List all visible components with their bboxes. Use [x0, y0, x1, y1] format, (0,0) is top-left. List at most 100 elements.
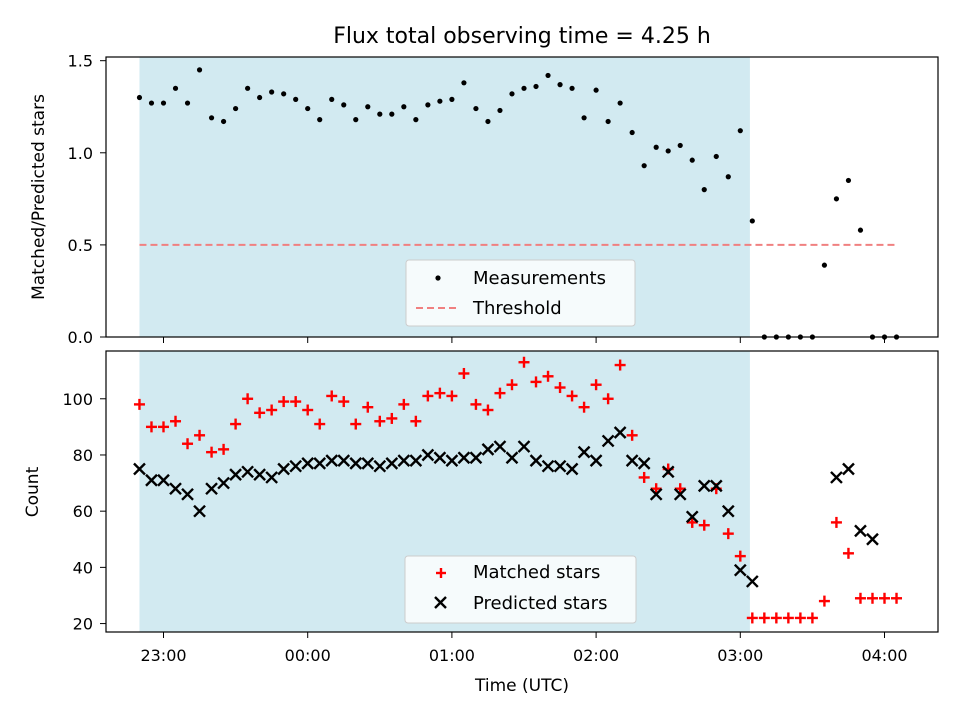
measurement-point [521, 85, 527, 91]
x-tick-label: 00:00 [285, 646, 331, 665]
predicted-star-point [217, 476, 230, 490]
predicted-star-point [397, 454, 411, 467]
predicted-star-point [842, 462, 855, 476]
measurement-point [293, 96, 299, 102]
predicted-star-point [433, 451, 447, 465]
measurement-point [317, 117, 323, 123]
predicted-star-point [589, 454, 603, 467]
top-y-axis-label: Matched/Predicted stars [29, 94, 49, 300]
matched-star-point [398, 398, 410, 410]
measurement-point [629, 129, 635, 136]
measurement-point [245, 85, 251, 91]
predicted-star-point [277, 462, 291, 476]
top-axes-frame [105, 56, 939, 338]
predicted-star-point [445, 454, 459, 467]
measurement-point [713, 153, 719, 160]
measurement-point [617, 100, 623, 106]
predicted-star-point [493, 440, 507, 453]
x-tick-label: 04:00 [861, 646, 907, 665]
matched-star-point [746, 612, 758, 624]
matched-star-point [386, 412, 398, 424]
measurement-point [196, 67, 203, 73]
matched-star-point [590, 379, 602, 391]
chart-title: Flux total observing time = 4.25 h [333, 24, 711, 49]
predicted-star-point [553, 459, 567, 473]
measurement-point [148, 100, 155, 106]
predicted-star-point [577, 445, 591, 459]
matched-star-point [602, 393, 614, 405]
matched-star-point [794, 612, 806, 624]
legend-predicted-label: Predicted stars [473, 593, 607, 614]
predicted-star-point [325, 454, 339, 467]
matched-star-point [818, 595, 830, 607]
measurement-point [641, 163, 647, 169]
matched-star-point [782, 612, 794, 624]
matched-star-point [326, 390, 338, 402]
matched-star-point [518, 356, 530, 368]
predicted-star-point [830, 471, 843, 484]
legend-measurements-marker [435, 275, 441, 281]
predicted-star-point [349, 457, 363, 470]
measurement-point [160, 100, 167, 106]
bottom-axes-frame [105, 350, 939, 633]
top-y-tick-label: 0.5 [68, 236, 93, 255]
measurement-point [533, 83, 539, 90]
matched-star-point [422, 390, 434, 402]
bottom-y-tick-label: 100 [62, 390, 93, 409]
matched-star-point [362, 401, 374, 413]
matched-star-point [133, 398, 145, 410]
x-tick-label: 03:00 [717, 646, 763, 665]
measurement-point [593, 87, 599, 93]
predicted-star-point [866, 532, 879, 546]
legend-matched-marker [436, 568, 446, 578]
predicted-star-point [301, 457, 315, 470]
predicted-star-point [373, 459, 387, 473]
predicted-star-point [169, 482, 182, 496]
matched-star-point [722, 528, 734, 540]
measurement-point [401, 104, 407, 110]
predicted-star-point [721, 504, 735, 518]
matched-star-point [674, 483, 686, 495]
matched-star-point [626, 429, 638, 441]
matched-star-point [566, 390, 578, 402]
matched-star-point [338, 396, 350, 408]
predicted-star-point [337, 454, 351, 467]
predicted-star-point [241, 465, 254, 479]
x-tick-label: 23:00 [140, 646, 186, 665]
matched-star-point [182, 438, 194, 450]
bottom-y-tick-label: 80 [73, 446, 93, 465]
predicted-star-point [697, 479, 711, 493]
matched-star-point [145, 421, 157, 433]
measurement-point [425, 102, 431, 108]
matched-star-point [302, 404, 314, 416]
measurement-point [305, 105, 311, 112]
predicted-star-point [685, 510, 699, 524]
matched-star-point [866, 592, 878, 604]
measurement-point [257, 94, 263, 101]
measurement-point [413, 117, 419, 123]
predicted-star-point [157, 473, 170, 487]
measurement-point [461, 80, 467, 86]
top-y-tick-label: 0.0 [68, 328, 93, 347]
predicted-star-point [613, 426, 627, 439]
measurement-point [449, 96, 455, 102]
matched-star-point [434, 387, 446, 399]
bottom-y-tick-label: 40 [73, 558, 93, 577]
measurement-point [581, 115, 587, 121]
matched-star-point [290, 396, 302, 408]
matched-star-point [638, 471, 650, 483]
matched-star-point [506, 379, 518, 391]
matched-star-point [158, 421, 169, 433]
ratio-panel: Flux total observing time = 4.25 h 0.0 0.… [29, 24, 939, 347]
matched-star-point [530, 376, 542, 388]
measurement-point [353, 117, 359, 123]
matched-star-point [410, 415, 422, 427]
predicted-star-point [529, 454, 543, 467]
matched-star-point [758, 612, 770, 624]
bottom-y-axis-label: Count [23, 466, 43, 517]
measurement-point [509, 91, 515, 97]
matched-star-point [242, 393, 254, 405]
measurement-point [136, 94, 143, 101]
predicted-star-point [385, 457, 399, 470]
matched-star-point [854, 592, 866, 604]
